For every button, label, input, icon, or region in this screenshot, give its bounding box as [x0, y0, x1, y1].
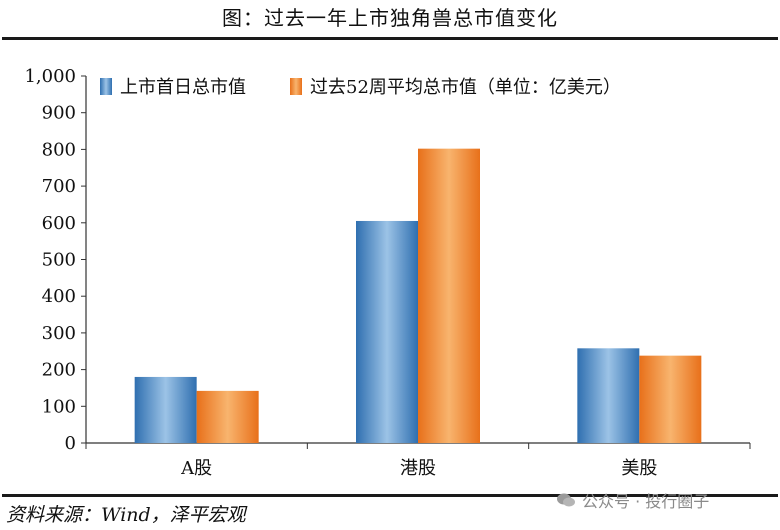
wechat-icon: [557, 493, 575, 507]
y-tick-label: 900: [42, 103, 76, 124]
legend-label: 上市首日总市值: [120, 77, 246, 98]
y-tick-label: 700: [42, 176, 76, 197]
bar-listing-day-2: [577, 348, 640, 443]
x-tick-label: A股: [180, 458, 212, 479]
y-tick-label: 1,000: [24, 66, 76, 87]
footer-rule: [2, 494, 778, 497]
legend-swatch: [290, 78, 302, 95]
y-tick-label: 500: [42, 250, 76, 271]
chart-title: 图：过去一年上市独角兽总市值变化: [222, 6, 558, 30]
bar-avg-52w-1: [418, 148, 480, 443]
y-tick-label: 300: [42, 323, 76, 344]
bar-listing-day-1: [356, 220, 418, 443]
x-tick-label: 美股: [621, 458, 657, 479]
y-tick-label: 200: [42, 360, 76, 381]
bar-avg-52w-0: [196, 390, 259, 443]
bar-avg-52w-2: [639, 355, 702, 443]
y-tick-label: 600: [42, 213, 76, 234]
watermark: 公众号 · 投行圈子: [556, 488, 709, 512]
y-tick-label: 0: [65, 433, 76, 454]
title-rule: [2, 37, 778, 40]
bars: [134, 148, 702, 443]
source-note: 资料来源：Wind，泽平宏观: [6, 504, 246, 526]
y-tick-label: 100: [42, 396, 76, 417]
legend: 上市首日总市值 过去52周平均总市值（单位：亿美元）: [100, 77, 621, 98]
legend-label: 过去52周平均总市值（单位：亿美元）: [310, 77, 621, 98]
bar-listing-day-0: [134, 376, 197, 443]
x-tick-label: 港股: [400, 458, 436, 479]
legend-swatch: [100, 78, 112, 95]
watermark-text: 公众号 · 投行圈子: [582, 492, 710, 511]
y-tick-label: 800: [42, 139, 76, 160]
y-tick-label: 400: [42, 286, 76, 307]
axes: 0 100 200 300 400 500 600 700 800 900 1,000 A股 港股 美股: [24, 66, 751, 479]
